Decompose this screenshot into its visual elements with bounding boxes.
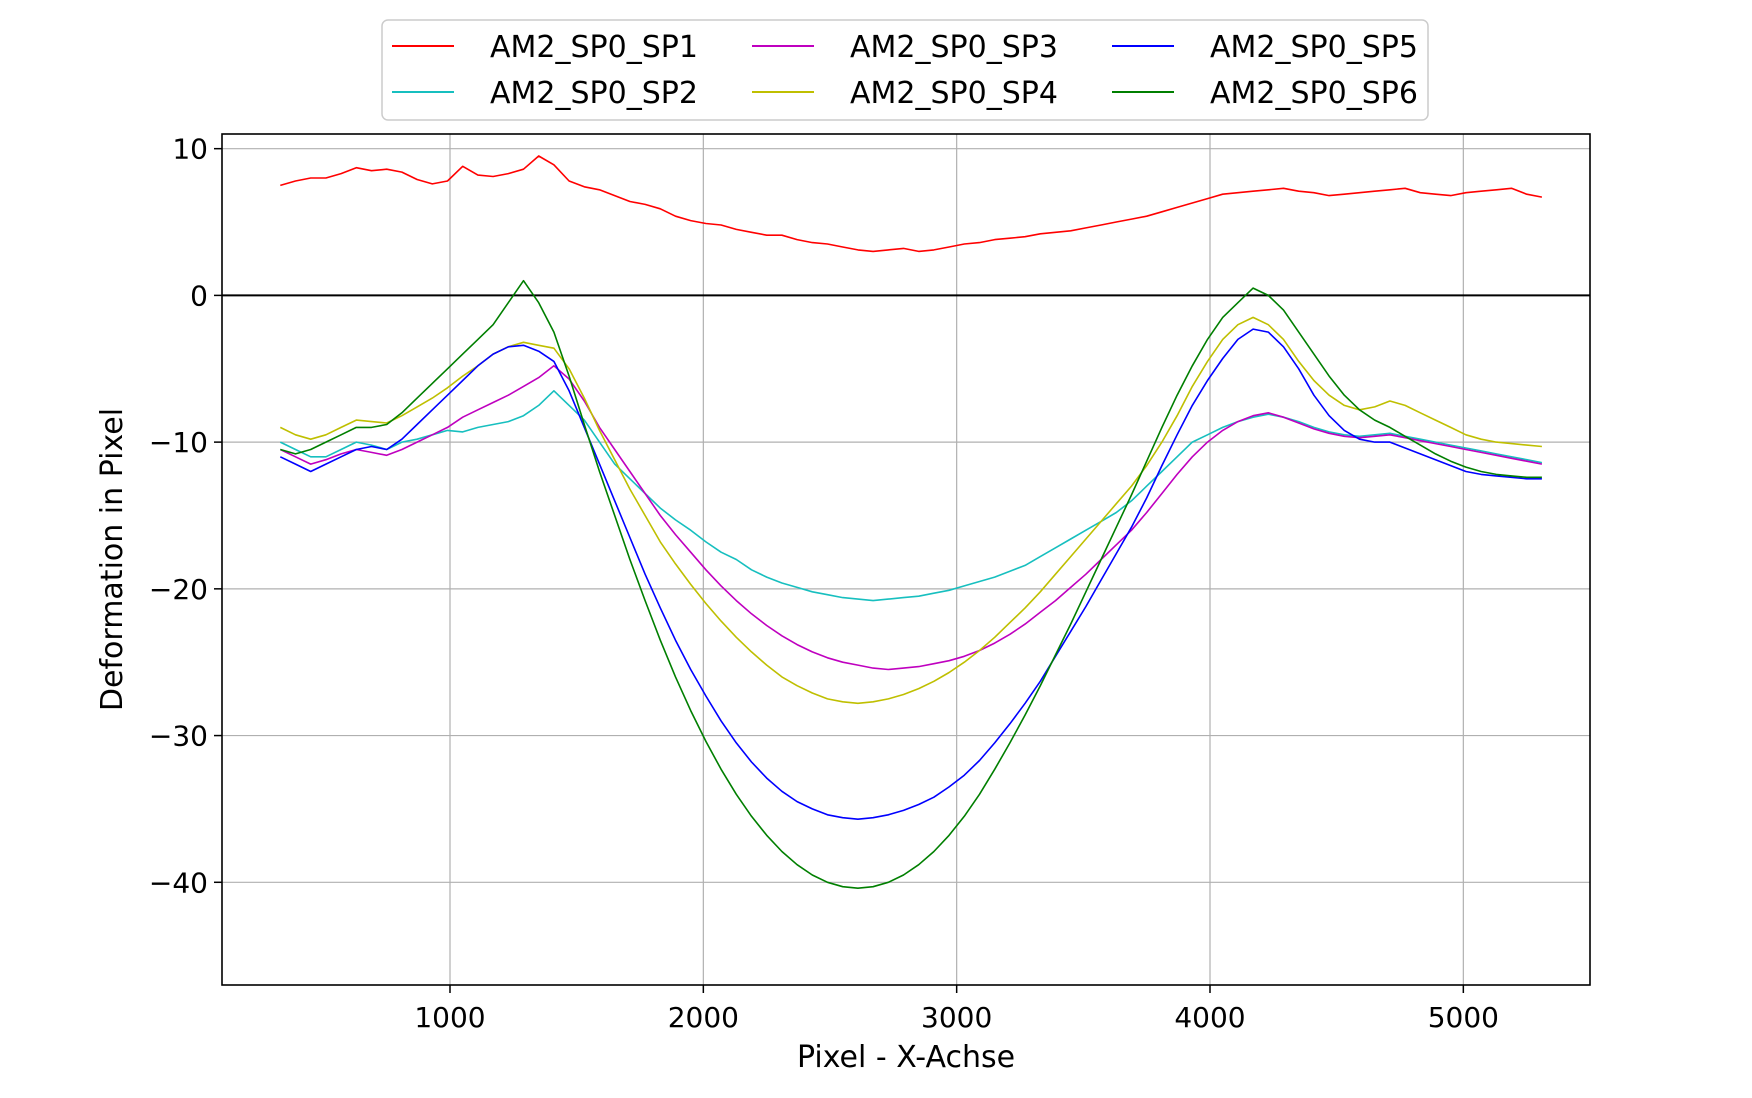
y-tick-label: −20: [149, 573, 208, 606]
y-tick-label: −40: [149, 866, 208, 899]
legend-label: AM2_SP0_SP5: [1210, 30, 1418, 65]
y-tick-label: 0: [190, 279, 208, 312]
y-axis-label: Deformation in Pixel: [95, 408, 130, 711]
legend-label: AM2_SP0_SP2: [490, 76, 698, 111]
y-tick-label: −10: [149, 426, 208, 459]
y-tick-label: 10: [172, 133, 208, 166]
x-tick-label: 2000: [668, 1001, 739, 1034]
legend-label: AM2_SP0_SP4: [850, 76, 1058, 111]
y-axis-ticks: 10 0 −10 −20 −30 −40: [149, 133, 222, 899]
x-axis-label: Pixel - X-Achse: [797, 1040, 1015, 1075]
x-axis-ticks: 1000 2000 3000 4000 5000: [414, 985, 1499, 1034]
x-tick-label: 5000: [1428, 1001, 1499, 1034]
legend: AM2_SP0_SP1 AM2_SP0_SP2 AM2_SP0_SP3 AM2_SP0…: [381, 19, 1429, 121]
y-tick-label: −30: [149, 720, 208, 753]
series-group: [279, 155, 1543, 890]
series-line-5: [279, 328, 1542, 821]
plot-frame: [221, 133, 1591, 986]
series-line-1: [280, 155, 1543, 253]
legend-label: AM2_SP0_SP1: [490, 30, 698, 65]
x-tick-label: 1000: [414, 1001, 485, 1034]
x-tick-label: 3000: [921, 1001, 992, 1034]
legend-label: AM2_SP0_SP6: [1210, 76, 1418, 111]
series-line-3: [279, 364, 1543, 671]
legend-label: AM2_SP0_SP3: [850, 30, 1058, 65]
x-tick-label: 4000: [1174, 1001, 1245, 1034]
series-line-2: [279, 389, 1543, 602]
series-line-6: [280, 279, 1542, 890]
